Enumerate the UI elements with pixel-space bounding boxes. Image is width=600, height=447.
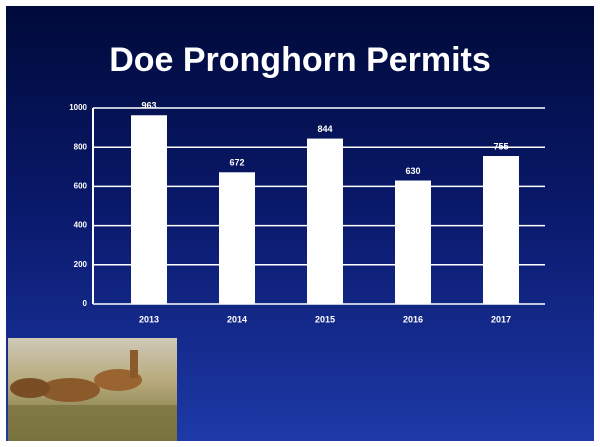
data-label: 630: [405, 166, 420, 176]
x-tick-label: 2013: [139, 314, 159, 324]
y-tick-label: 600: [74, 182, 88, 191]
photo: [8, 338, 177, 441]
chart-title: Doe Pronghorn Permits: [109, 41, 491, 79]
bar: [307, 139, 343, 304]
data-label: 844: [317, 124, 332, 134]
data-label: 755: [493, 141, 508, 151]
x-tick-label: 2014: [227, 314, 247, 324]
y-tick-label: 0: [83, 299, 88, 308]
x-tick-label: 2016: [403, 314, 423, 324]
bar: [131, 115, 167, 304]
x-tick-label: 2017: [491, 314, 511, 324]
bar: [395, 181, 431, 304]
bar: [219, 172, 255, 304]
x-tick-label: 2015: [315, 314, 335, 324]
data-label: 963: [141, 101, 156, 111]
data-label: 672: [229, 158, 244, 168]
slide: Doe Pronghorn Permits 0 200 400 600 800 1000 2…: [0, 0, 600, 447]
y-tick-label: 800: [74, 142, 88, 151]
y-tick-label: 1000: [69, 103, 87, 112]
bar: [483, 156, 519, 304]
y-tick-label: 400: [74, 221, 88, 230]
y-tick-label: 200: [74, 260, 88, 269]
